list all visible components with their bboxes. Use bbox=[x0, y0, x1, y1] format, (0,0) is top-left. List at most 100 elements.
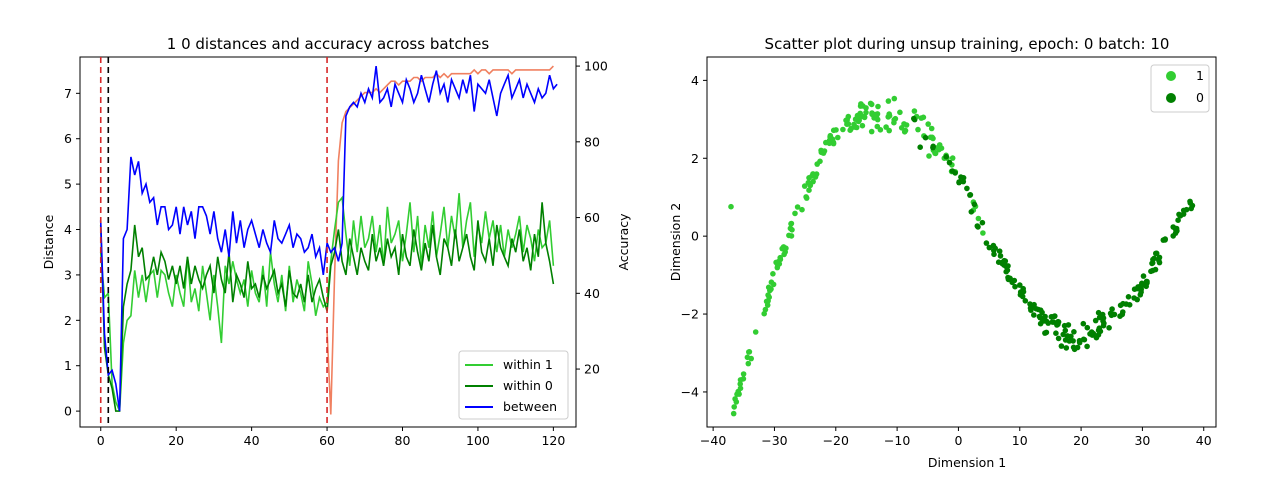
scatter-point bbox=[1017, 282, 1023, 288]
scatter-point bbox=[949, 155, 956, 161]
left-y-ticks: 0 1 2 3 4 5 6 7 bbox=[64, 86, 80, 419]
x-tick-label: 10 bbox=[1012, 433, 1028, 448]
scatter-point bbox=[869, 111, 875, 118]
scatter-point bbox=[1037, 320, 1044, 327]
scatter-point bbox=[1042, 330, 1048, 336]
scatter-point bbox=[817, 158, 823, 165]
scatter-point bbox=[1058, 343, 1065, 349]
scatter-point bbox=[734, 391, 740, 398]
scatter-point bbox=[968, 209, 975, 215]
scatter-point bbox=[1106, 325, 1112, 331]
scatter-point bbox=[1022, 298, 1029, 304]
scatter-point bbox=[767, 287, 773, 294]
scatter-point bbox=[830, 127, 837, 134]
scatter-point bbox=[853, 124, 860, 131]
left-legend: within 1 within 0 between bbox=[458, 350, 569, 420]
scatter-point bbox=[877, 127, 884, 133]
scatter-point bbox=[1043, 318, 1050, 325]
x-tick-label: 20 bbox=[1073, 433, 1089, 448]
y-tick-label: −4 bbox=[681, 384, 699, 399]
scatter-point bbox=[1162, 237, 1168, 243]
scatter-point bbox=[1062, 337, 1069, 343]
scatter-point bbox=[792, 210, 798, 217]
scatter-point bbox=[1175, 217, 1181, 223]
scatter-point bbox=[854, 112, 861, 119]
scatter-point bbox=[1093, 334, 1100, 341]
scatter-point bbox=[794, 204, 801, 210]
scatter-point bbox=[1187, 198, 1193, 205]
y2-tick-label: 60 bbox=[584, 210, 600, 225]
scatter-points bbox=[728, 95, 1196, 417]
scatter-point bbox=[1153, 250, 1159, 257]
scatter-point bbox=[964, 185, 970, 192]
x-tick-label: 30 bbox=[1134, 433, 1150, 448]
scatter-point bbox=[1081, 336, 1088, 343]
scatter-point bbox=[918, 115, 925, 121]
scatter-point bbox=[1030, 304, 1037, 310]
legend-label-1: 1 bbox=[1196, 68, 1204, 83]
scatter-point bbox=[997, 253, 1004, 259]
scatter-point bbox=[737, 377, 744, 383]
scatter-point bbox=[1177, 212, 1184, 219]
legend-label-between: between bbox=[503, 399, 557, 414]
scatter-point bbox=[925, 121, 931, 127]
scatter-point bbox=[1055, 321, 1061, 328]
scatter-point bbox=[761, 310, 767, 317]
scatter-point bbox=[845, 121, 852, 127]
scatter-point bbox=[1119, 311, 1126, 318]
y-tick-label: 0 bbox=[64, 404, 72, 419]
scatter-point bbox=[926, 153, 932, 159]
scatter-point bbox=[728, 203, 734, 210]
legend-marker-0 bbox=[1166, 93, 1176, 103]
series-line-accuracy bbox=[326, 65, 554, 415]
scatter-point bbox=[911, 108, 918, 114]
scatter-point bbox=[1134, 296, 1140, 303]
scatter-point bbox=[875, 103, 881, 110]
scatter-point bbox=[844, 117, 850, 123]
x-tick-label: 40 bbox=[244, 433, 260, 448]
scatter-point bbox=[874, 116, 881, 123]
scatter-point bbox=[820, 150, 827, 156]
scatter-point bbox=[930, 144, 936, 151]
scatter-point bbox=[1012, 283, 1018, 290]
scatter-point bbox=[765, 292, 771, 298]
scatter-point bbox=[999, 260, 1005, 267]
y2-tick-label: 20 bbox=[584, 362, 600, 377]
scatter-point bbox=[1063, 345, 1070, 351]
scatter-point bbox=[1068, 333, 1074, 340]
scatter-point bbox=[928, 125, 935, 132]
scatter-point bbox=[829, 136, 836, 142]
scatter-point bbox=[858, 101, 864, 107]
scatter-point bbox=[745, 360, 752, 367]
y-tick-label: −2 bbox=[681, 307, 699, 322]
scatter-point bbox=[847, 127, 853, 133]
left-legend-box bbox=[458, 350, 569, 420]
scatter-point bbox=[1048, 314, 1055, 320]
right-legend-box bbox=[1150, 64, 1210, 113]
right-plot-frame bbox=[706, 56, 1217, 428]
x-tick-label: −40 bbox=[700, 433, 726, 448]
scatter-point bbox=[835, 134, 841, 141]
scatter-point bbox=[1061, 322, 1068, 329]
scatter-point bbox=[1183, 206, 1190, 213]
left-y2-ticks: 20 40 60 80 100 bbox=[576, 59, 608, 377]
y2-tick-label: 100 bbox=[584, 59, 608, 74]
x-tick-label: 20 bbox=[168, 433, 184, 448]
scatter-point bbox=[1156, 257, 1162, 264]
scatter-point bbox=[1003, 268, 1009, 275]
y-tick-label: 2 bbox=[691, 151, 699, 166]
scatter-point bbox=[801, 183, 808, 189]
scatter-point bbox=[1005, 263, 1011, 269]
scatter-point bbox=[740, 371, 747, 377]
scatter-point bbox=[917, 144, 923, 150]
scatter-point bbox=[1117, 302, 1124, 309]
scatter-point bbox=[883, 124, 889, 130]
legend-marker-1 bbox=[1166, 71, 1176, 81]
scatter-point bbox=[806, 187, 812, 193]
scatter-point bbox=[958, 174, 964, 180]
y-tick-label: 1 bbox=[64, 358, 72, 373]
scatter-point bbox=[1138, 285, 1144, 291]
scatter-point bbox=[1017, 292, 1024, 298]
scatter-point bbox=[1149, 267, 1156, 274]
